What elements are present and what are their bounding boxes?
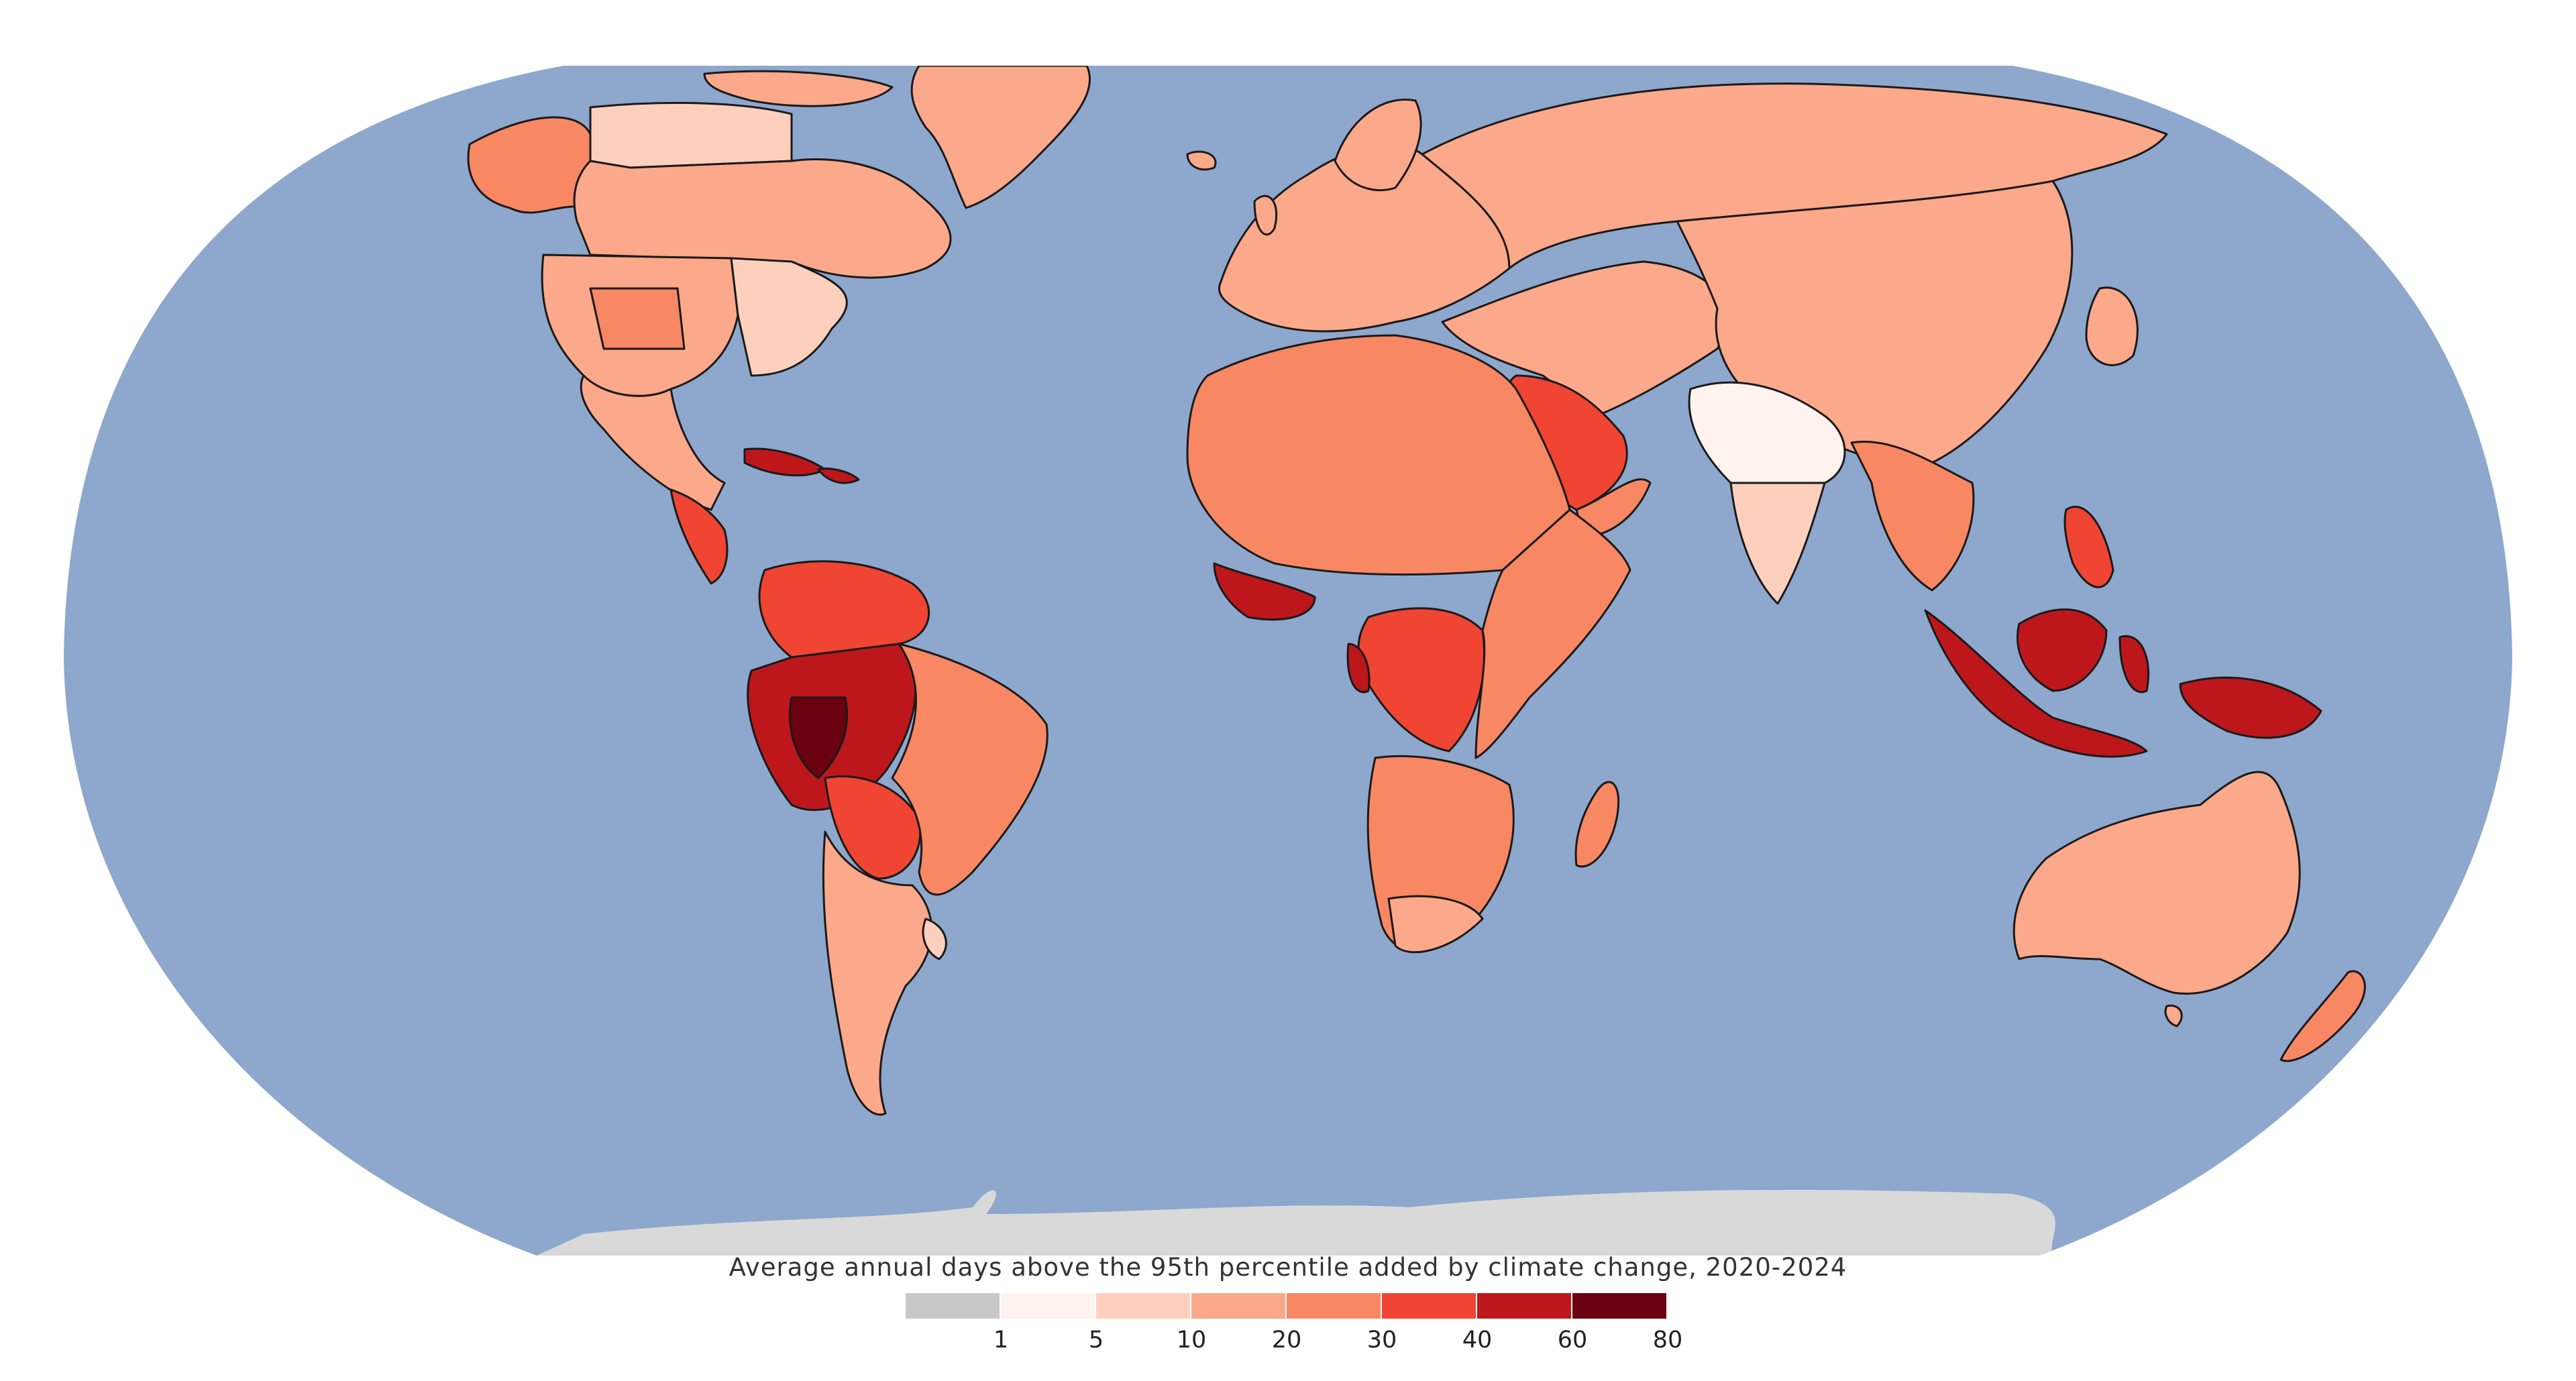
- world-choropleth-map: [64, 66, 2512, 1256]
- region-canada-north: [589, 101, 793, 169]
- region-eastern-brazil: [891, 643, 1049, 896]
- region-india-south: [1729, 482, 1826, 605]
- region-russia: [1421, 82, 2168, 270]
- legend-swatch-4: [1287, 1293, 1382, 1319]
- region-bolivia-paraguay: [824, 775, 922, 880]
- legend-swatch-6: [1477, 1293, 1572, 1319]
- region-yemen-oman: [1575, 478, 1652, 538]
- region-new-zealand: [2279, 970, 2366, 1062]
- region-tasmania: [2164, 1004, 2183, 1028]
- region-uk: [1253, 195, 1278, 236]
- region-south-africa: [1387, 895, 1484, 954]
- region-southern-south-america: [822, 830, 933, 1116]
- legend-tick-label: 60: [1557, 1327, 1588, 1354]
- region-canada-south: [573, 158, 952, 279]
- region-gabon: [1346, 643, 1371, 694]
- legend-swatch-5: [1382, 1293, 1477, 1319]
- region-new-guinea: [2179, 676, 2322, 739]
- region-india-north: [1688, 381, 1846, 484]
- region-antarctica: [537, 1190, 2055, 1256]
- region-arctic-islands: [703, 70, 894, 107]
- region-colombia-venezuela: [758, 560, 930, 659]
- region-madagascar: [1574, 781, 1620, 868]
- legend-tick-label: 40: [1462, 1327, 1493, 1354]
- region-us-northeast: [730, 257, 848, 377]
- legend-tick-label: 30: [1366, 1327, 1397, 1354]
- region-se-asia: [1850, 441, 1975, 592]
- legend-title: Average annual days above the 95th perce…: [729, 1253, 1847, 1282]
- region-west-africa: [1213, 562, 1316, 621]
- legend: 1 5 10 20 30 40 60 80: [906, 1293, 1682, 1367]
- region-australia: [2012, 771, 2301, 995]
- region-peru: [788, 696, 849, 779]
- legend-swatch-2: [1096, 1293, 1191, 1319]
- region-us-central: [589, 287, 686, 350]
- region-borneo: [2016, 608, 2108, 692]
- region-sulawesi: [2118, 635, 2150, 694]
- region-japan: [2085, 286, 2139, 366]
- legend-tick-label: 1: [993, 1327, 1009, 1354]
- legend-swatch-3: [1191, 1293, 1287, 1319]
- legend-tick-label: 5: [1088, 1327, 1104, 1354]
- region-alaska: [467, 116, 592, 214]
- legend-tick-label: 80: [1652, 1327, 1683, 1354]
- region-iceland: [1186, 150, 1217, 171]
- region-greenland: [910, 66, 1091, 209]
- region-hispaniola: [817, 467, 860, 484]
- legend-swatch-1: [1001, 1293, 1096, 1319]
- region-uruguay: [922, 918, 947, 960]
- legend-tick-label: 20: [1271, 1327, 1302, 1354]
- region-indonesia-west: [1924, 609, 2148, 758]
- region-scandinavia: [1334, 99, 1422, 192]
- region-central-america: [669, 488, 729, 585]
- region-philippines: [2063, 506, 2114, 588]
- region-mexico: [580, 374, 726, 511]
- legend-tick-label: 10: [1176, 1327, 1207, 1354]
- legend-swatch-0: [906, 1293, 1001, 1319]
- legend-swatch-7: [1572, 1293, 1668, 1319]
- region-east-africa: [1474, 508, 1631, 759]
